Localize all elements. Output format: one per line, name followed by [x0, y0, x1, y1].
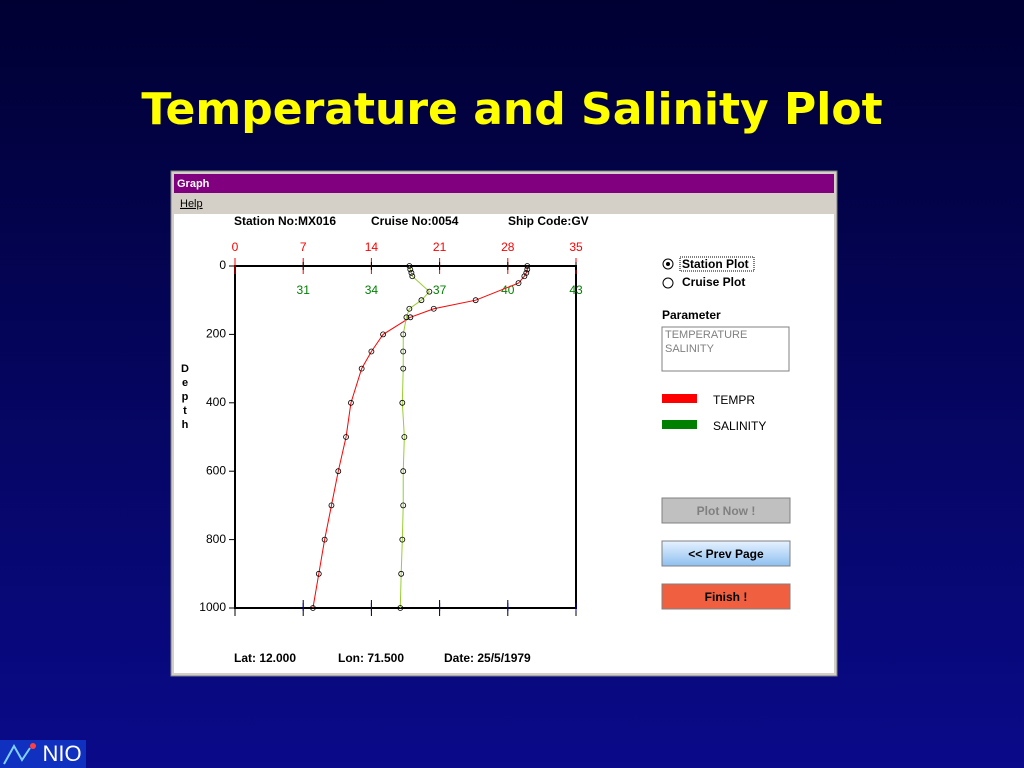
data-point — [400, 468, 407, 475]
x-tick-label: 28 — [501, 240, 515, 254]
data-point — [335, 468, 342, 475]
data-point — [310, 605, 316, 611]
data-point — [315, 570, 322, 577]
data-point — [407, 314, 414, 321]
data-point — [406, 263, 413, 269]
data-point — [523, 269, 530, 276]
data-point — [398, 570, 405, 577]
radio-label[interactable]: Cruise Plot — [682, 275, 745, 289]
profile-line — [399, 265, 431, 609]
parameter-label: Parameter — [662, 308, 721, 322]
x-tick-label: 14 — [365, 240, 379, 254]
window-title: Graph — [177, 178, 210, 190]
y-tick-label: 1000 — [199, 600, 226, 614]
focus-box — [679, 256, 755, 272]
legend-label: SALINITY — [713, 419, 766, 433]
data-point — [521, 273, 528, 280]
radio-label[interactable]: Station Plot — [682, 257, 749, 271]
list-item[interactable]: TEMPERATURE — [665, 329, 747, 341]
y-tick-label: 200 — [206, 327, 226, 341]
data-point — [524, 263, 531, 269]
data-point — [409, 273, 416, 280]
logo-dot — [30, 743, 36, 749]
footer-text: Date: 25/5/1979 — [444, 651, 531, 665]
list-item[interactable]: SALINITY — [665, 343, 715, 355]
data-point — [400, 331, 407, 338]
plot-frame — [234, 265, 577, 609]
data-point — [399, 399, 406, 406]
button[interactable] — [661, 540, 791, 567]
header-text: Ship Code:GV — [508, 214, 589, 228]
data-point — [515, 280, 522, 287]
y-tick-label: 400 — [206, 395, 226, 409]
legend-swatch — [662, 394, 697, 403]
button[interactable] — [661, 497, 791, 524]
menu-item[interactable]: Help — [180, 198, 203, 210]
data-point — [403, 314, 410, 321]
data-point — [426, 288, 433, 295]
title-bar — [174, 174, 834, 193]
button-label[interactable]: Finish ! — [705, 590, 748, 604]
x-tick-label: 0 — [232, 240, 239, 254]
data-point — [321, 536, 328, 543]
data-point — [400, 502, 407, 509]
footer-text: Lon: 71.500 — [338, 651, 404, 665]
data-point — [380, 331, 386, 338]
data-point — [397, 605, 404, 611]
data-point — [400, 348, 407, 355]
slide-title: Temperature and Salinity Plot — [141, 84, 882, 135]
button[interactable] — [661, 583, 791, 610]
data-point — [399, 536, 406, 543]
logo-text: NIO — [42, 741, 81, 766]
data-point — [406, 305, 413, 312]
data-point — [343, 434, 349, 440]
legend-label: TEMPR — [713, 393, 755, 407]
data-point — [368, 348, 375, 355]
data-point — [348, 399, 354, 406]
y-tick-label: 600 — [206, 463, 226, 477]
x-tick-label: 7 — [300, 240, 307, 254]
legend-swatch — [662, 420, 697, 429]
y-tick-label: 0 — [219, 258, 226, 272]
y-tick-label: 800 — [206, 532, 226, 546]
data-point — [472, 297, 479, 304]
data-point — [358, 365, 365, 372]
data-point — [430, 305, 437, 312]
data-point — [401, 434, 408, 440]
data-point — [400, 365, 407, 372]
data-point — [418, 297, 425, 304]
x2-tick-label: 34 — [365, 283, 379, 297]
x-tick-label: 35 — [569, 240, 583, 254]
x2-tick-label: 37 — [433, 283, 447, 297]
data-point — [328, 502, 335, 509]
x2-tick-label: 43 — [569, 283, 583, 297]
button-label[interactable]: Plot Now ! — [697, 504, 756, 518]
x2-tick-label: 31 — [297, 283, 311, 297]
button-label[interactable]: << Prev Page — [688, 547, 764, 561]
header-text: Cruise No:0054 — [371, 214, 459, 228]
profile-line — [312, 266, 528, 609]
header-text: Station No:MX016 — [234, 214, 336, 228]
radio-dot — [666, 262, 670, 266]
x-tick-label: 21 — [433, 240, 447, 254]
data-point — [407, 266, 414, 273]
radio-button[interactable] — [662, 277, 674, 289]
footer-text: Lat: 12.000 — [234, 651, 296, 665]
data-point — [524, 266, 531, 273]
data-point — [408, 269, 415, 276]
y-axis-label: Depth — [181, 363, 189, 431]
list-box[interactable] — [661, 326, 790, 372]
logo-wave — [3, 743, 31, 765]
x2-tick-label: 40 — [501, 283, 515, 297]
